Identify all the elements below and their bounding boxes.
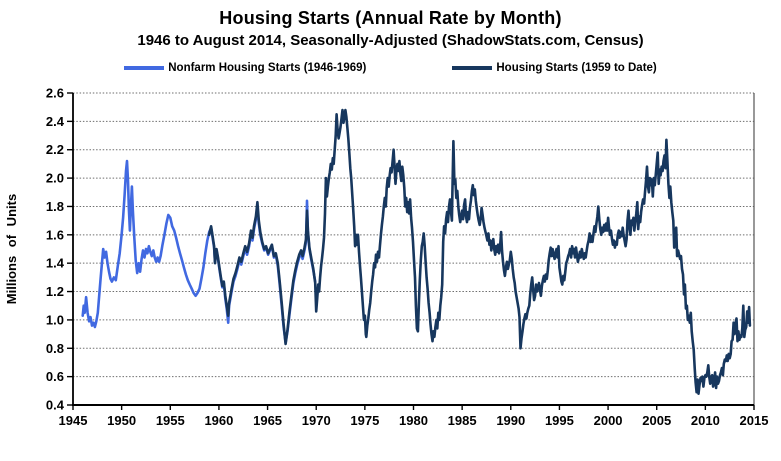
x-tick-label: 1980 — [399, 413, 428, 428]
x-tick-label: 1960 — [204, 413, 233, 428]
chart-title: Housing Starts (Annual Rate by Month) — [219, 8, 562, 28]
legend-swatch-total-icon — [452, 66, 493, 70]
x-tick-label: 1975 — [350, 413, 379, 428]
y-tick-label: 1.2 — [46, 284, 64, 299]
y-tick-label: 0.8 — [46, 341, 64, 356]
y-tick-label: 2.4 — [46, 114, 65, 129]
x-tick-label: 2000 — [594, 413, 623, 428]
y-tick-label: 2.0 — [46, 171, 64, 186]
y-tick-label: 1.8 — [46, 199, 64, 214]
x-tick-label: 1965 — [253, 413, 282, 428]
x-tick-label: 2015 — [740, 413, 769, 428]
series-line-total — [207, 108, 752, 396]
x-tick-label: 1950 — [107, 413, 136, 428]
legend-label-nonfarm: Nonfarm Housing Starts (1946-1969) — [168, 62, 367, 74]
y-tick-label: 0.6 — [46, 369, 64, 384]
y-tick-label: 1.4 — [46, 256, 65, 271]
legend-swatch-nonfarm-icon — [124, 66, 165, 70]
x-tick-label: 2010 — [691, 413, 720, 428]
y-tick-label: 0.4 — [46, 398, 65, 413]
y-tick-label: 2.6 — [46, 86, 64, 101]
series-line-nonfarm — [81, 159, 317, 344]
chart-subtitle: 1946 to August 2014, Seasonally-Adjusted… — [137, 32, 644, 49]
x-tick-label: 1970 — [302, 413, 331, 428]
y-tick-label: 1.0 — [46, 312, 64, 327]
legend-item-total: Housing Starts (1959 to Date) — [452, 62, 657, 74]
x-tick-label: 1990 — [496, 413, 525, 428]
x-tick-label: 1955 — [156, 413, 185, 428]
x-tick-label: 1945 — [59, 413, 88, 428]
legend-label-total: Housing Starts (1959 to Date) — [496, 62, 657, 74]
x-tick-label: 1995 — [545, 413, 574, 428]
x-tick-label: 2005 — [642, 413, 671, 428]
legend-item-nonfarm: Nonfarm Housing Starts (1946-1969) — [124, 62, 366, 74]
chart-legend: Nonfarm Housing Starts (1946-1969) Housi… — [0, 62, 781, 74]
x-tick-label: 1985 — [448, 413, 477, 428]
y-tick-label: 1.6 — [46, 227, 64, 242]
y-tick-label: 2.2 — [46, 142, 64, 157]
